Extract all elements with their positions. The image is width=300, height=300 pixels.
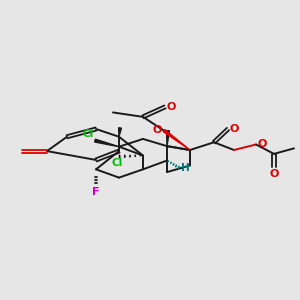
Polygon shape [163,130,190,150]
Text: Cl: Cl [111,158,123,168]
Text: O: O [269,169,279,179]
Text: F: F [92,187,100,197]
Text: O: O [230,124,239,134]
Text: O: O [167,102,176,112]
Polygon shape [167,130,170,146]
Text: O: O [152,125,162,135]
Text: H: H [182,163,190,173]
Text: O: O [257,140,267,149]
Polygon shape [118,128,122,137]
Polygon shape [94,139,119,147]
Text: Cl: Cl [82,129,94,139]
